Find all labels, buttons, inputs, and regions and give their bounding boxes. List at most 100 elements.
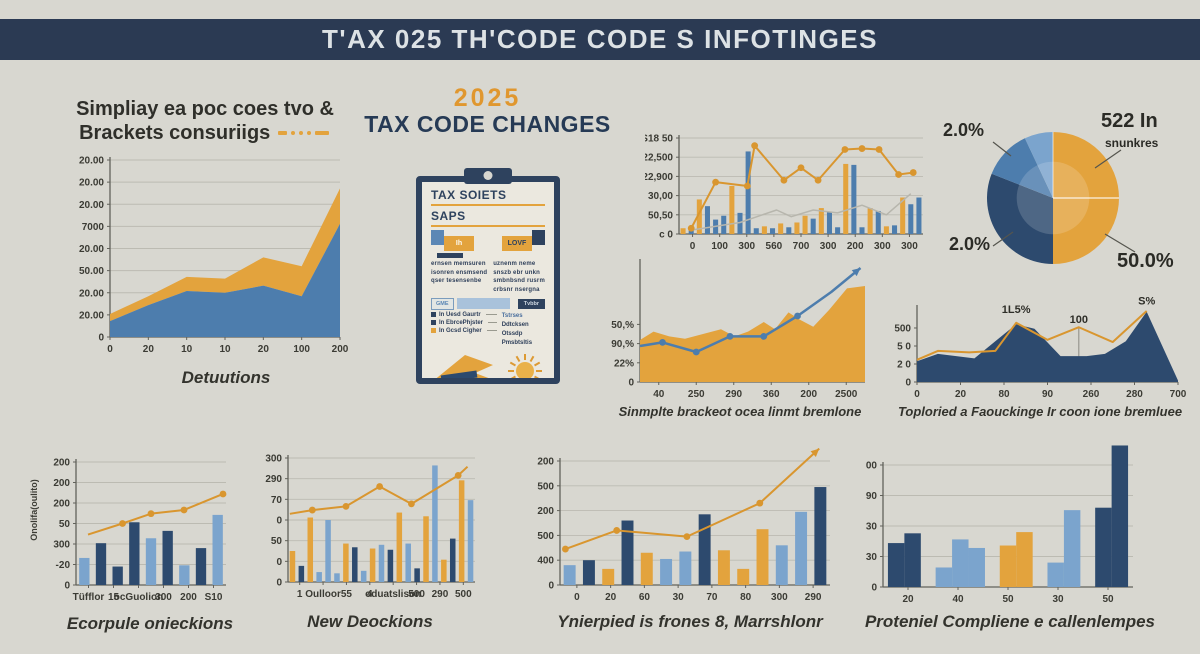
- sunburst-icon: [508, 353, 542, 378]
- svg-text:80: 80: [740, 592, 752, 603]
- right-line: snszb ebr unkn: [493, 269, 540, 276]
- svg-text:90: 90: [866, 491, 878, 502]
- svg-text:50: 50: [59, 519, 71, 530]
- svg-text:200: 200: [53, 478, 70, 489]
- svg-text:0: 0: [276, 578, 282, 589]
- pie-label-bottom-left: 2.0%: [949, 234, 991, 254]
- svg-text:00: 00: [866, 461, 878, 472]
- svg-text:30: 30: [673, 592, 685, 603]
- svg-text:0: 0: [276, 557, 282, 568]
- svg-text:560: 560: [766, 241, 783, 252]
- svg-text:20.00: 20.00: [79, 288, 104, 299]
- svg-text:20.00: 20.00: [79, 200, 104, 211]
- svg-text:290: 290: [265, 474, 282, 485]
- svg-text:260: 260: [1083, 389, 1100, 400]
- svg-text:80: 80: [998, 389, 1010, 400]
- svg-text:22%: 22%: [614, 358, 634, 369]
- svg-text:22,500: 22,500: [645, 153, 673, 164]
- button-left: GME: [431, 297, 454, 310]
- left-line: qser tesensenbe: [431, 278, 482, 285]
- ecorpule-caption: Ecorpule onieckions: [66, 614, 234, 633]
- svg-text:S18 50: S18 50: [645, 134, 673, 145]
- svg-text:S%: S%: [1138, 295, 1155, 307]
- svg-text:20: 20: [955, 389, 967, 400]
- svg-text:200: 200: [537, 457, 554, 468]
- clipboard-right-lines: uznenm neme snszb ebr unkn smbnbsnd rusr…: [493, 260, 545, 295]
- bullet-line: [488, 322, 498, 324]
- svg-text:90: 90: [1042, 389, 1054, 400]
- svg-text:30: 30: [866, 552, 878, 563]
- title-legend-dashes-icon: [276, 122, 331, 144]
- svg-text:30,00: 30,00: [648, 191, 673, 202]
- bullet-label: In Gcsd Cigher: [439, 327, 482, 334]
- bullet-line: [485, 314, 498, 316]
- svg-text:70: 70: [706, 592, 718, 603]
- svg-text:1: 1: [297, 589, 303, 600]
- clipboard-subheading: SAPS: [431, 209, 466, 223]
- svg-text:0: 0: [64, 581, 70, 592]
- svg-text:0: 0: [628, 378, 634, 389]
- mountain-chart: 500 5 0 2 0 00 20 80 90 260 280 700 1L5% 100 S%: [894, 295, 1186, 400]
- deductions-title-text: Simpliay ea poc coes tvo & Brackets cons…: [76, 98, 334, 144]
- deductions-chart-title: Simpliay ea poc coes tvo & Brackets cons…: [40, 98, 370, 145]
- bullet-label: In Uesd Gaurtr: [439, 311, 481, 318]
- badge-right-group: LOVF: [502, 230, 545, 251]
- badge-right: LOVF: [502, 236, 532, 251]
- svg-text:15: 15: [108, 592, 120, 603]
- svg-text:ocGuolion: ocGuolion: [114, 592, 163, 603]
- svg-text:300: 300: [901, 241, 918, 252]
- svg-text:30: 30: [866, 522, 878, 533]
- bracket-area-line-chart: 50,% 90,% 22% 0 40 250 290 360 200 2500: [611, 259, 865, 400]
- right-line: crbsnr nsergna: [493, 287, 540, 294]
- pie-panel: 2.0% 522 In snunkres 2.0% 50.0%: [935, 100, 1200, 295]
- svg-text:20.00: 20.00: [79, 178, 104, 189]
- svg-text:290: 290: [432, 589, 449, 600]
- svg-text:360: 360: [763, 389, 780, 400]
- svg-text:100: 100: [711, 241, 728, 252]
- svg-text:0: 0: [574, 592, 580, 603]
- clipboard-badges: Ih LOVF: [431, 230, 545, 251]
- svg-text:c 0: c 0: [659, 230, 673, 241]
- svg-text:0: 0: [98, 333, 104, 344]
- svg-text:Tüfflor: Tüfflor: [73, 592, 105, 603]
- button-right: Tvbbr: [517, 298, 545, 309]
- left-line: isonren ensmsend: [431, 269, 488, 276]
- svg-text:500: 500: [537, 481, 554, 492]
- header-year: 2025: [453, 84, 522, 112]
- svg-text:10: 10: [219, 344, 231, 355]
- badge-left: Ih: [444, 236, 474, 251]
- svg-text:0: 0: [914, 389, 920, 400]
- pie-chart: [987, 132, 1136, 264]
- pie-label-bottom-right: 50.0%: [1117, 250, 1174, 272]
- svg-text:50,%: 50,%: [611, 320, 634, 331]
- svg-text:Oulloor: Oulloor: [305, 589, 341, 600]
- svg-text:2 0: 2 0: [897, 359, 911, 370]
- bullet-swatch-icon: [431, 328, 436, 334]
- clipboard-bullets: In Uesd Gaurtr In EbrcePhjster In Gcsd C…: [431, 312, 545, 348]
- svg-text:30: 30: [1052, 594, 1064, 605]
- svg-text:S10: S10: [205, 592, 223, 603]
- svg-text:1L5%: 1L5%: [1002, 304, 1031, 316]
- svg-text:10: 10: [181, 344, 193, 355]
- deductions-caption: Detuutions: [181, 368, 271, 387]
- clipboard-left-lines: ernsen memsuren isonren ensmsend qser te…: [431, 260, 487, 295]
- svg-text:200: 200: [847, 241, 864, 252]
- svg-text:0: 0: [871, 583, 877, 594]
- deductions-area-chart: 20.00 20.00 20.00 7000 20.00 50.00 20.00 20.00 0…: [79, 156, 349, 356]
- banner-title: T'AX 025 TH'CODE CODE S INFOTINGES: [322, 24, 878, 54]
- svg-text:200: 200: [53, 458, 70, 469]
- svg-text:70: 70: [271, 495, 283, 506]
- pie-label-top-left: 2.0%: [943, 120, 985, 140]
- clipboard-buttons-row: GME Tvbbr: [431, 297, 545, 310]
- clipboard-clip-hole: [483, 171, 493, 180]
- svg-text:100: 100: [1070, 314, 1088, 326]
- svg-text:0: 0: [690, 241, 696, 252]
- svg-text:0: 0: [276, 516, 282, 527]
- svg-text:oduatslison: oduatslison: [365, 589, 421, 600]
- bullet-item: In EbrcePhjster: [431, 320, 498, 326]
- right-line: uznenm neme: [493, 261, 536, 267]
- svg-text:290: 290: [805, 592, 822, 603]
- svg-text:300: 300: [53, 540, 70, 551]
